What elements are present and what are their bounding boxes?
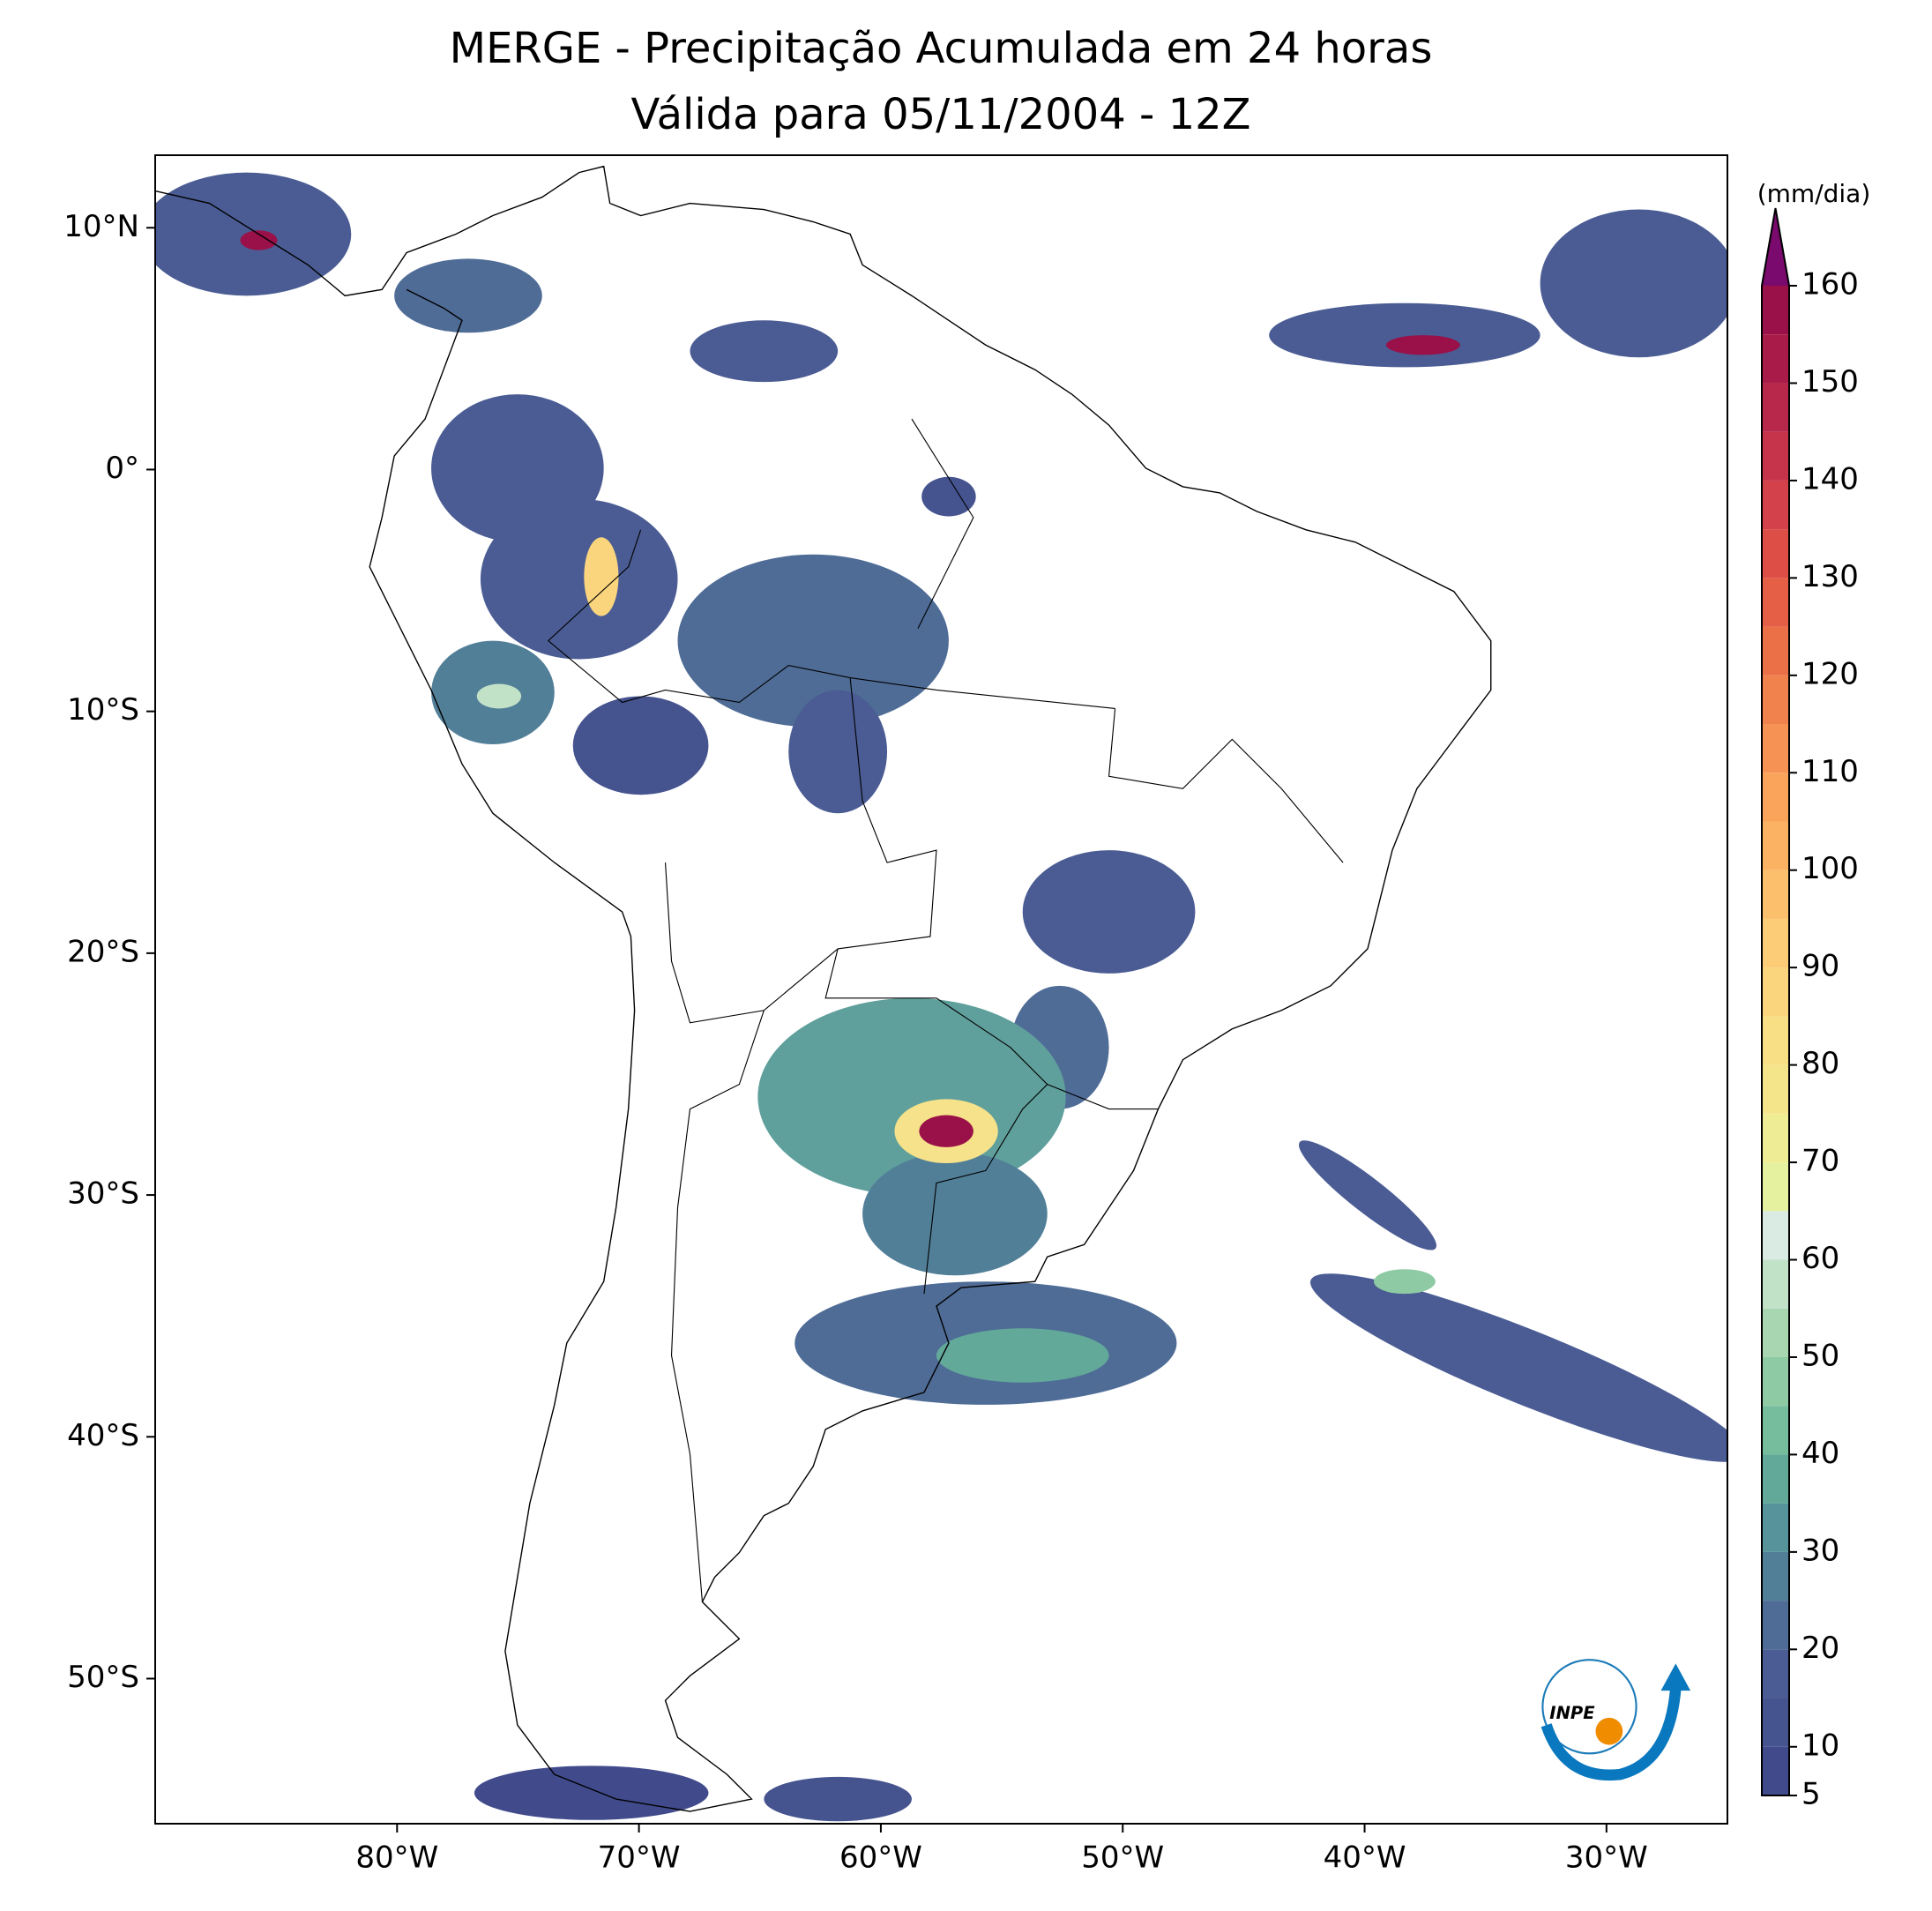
- colorbar-segment: [1762, 675, 1789, 725]
- colorbar-segment: [1762, 480, 1789, 530]
- rain-area: [1540, 209, 1728, 358]
- colorbar-segment: [1762, 1601, 1789, 1650]
- colorbar-segment: [1762, 1211, 1789, 1260]
- y-tick-label: 30°S: [67, 1176, 139, 1212]
- x-tick-label: 80°W: [355, 1840, 438, 1876]
- colorbar-tick-label: 90: [1801, 949, 1839, 984]
- map-layer: INPE: [154, 165, 1728, 1822]
- rain-area: [1022, 850, 1196, 974]
- logo-text: INPE: [1549, 1703, 1595, 1723]
- colorbar-outline: [1761, 207, 1790, 1796]
- colorbar-tick-label: 10: [1801, 1728, 1839, 1763]
- colorbar-segment: [1762, 383, 1789, 432]
- colorbar-segment: [1762, 967, 1789, 1017]
- x-tick-label: 50°W: [1081, 1840, 1164, 1876]
- rain-core: [584, 537, 619, 616]
- colorbar-segment: [1762, 821, 1789, 870]
- rain-area: [480, 498, 678, 660]
- y-tick-label: 10°N: [63, 209, 139, 244]
- colorbar-segment: [1762, 1259, 1789, 1309]
- colorbar-tick-label: 120: [1801, 656, 1859, 691]
- rain-area: [677, 554, 949, 728]
- colorbar-segment: [1762, 1649, 1789, 1698]
- colorbar-segment: [1762, 578, 1789, 627]
- rain-area: [862, 1152, 1048, 1276]
- y-tick-label: 40°S: [67, 1418, 139, 1453]
- colorbar-tick-label: 50: [1801, 1338, 1839, 1373]
- title-line: Válida para 05/11/2004 - 12Z: [630, 90, 1250, 139]
- colorbar-extend: [1762, 208, 1789, 286]
- colorbar-tick-label: 60: [1801, 1241, 1839, 1276]
- rain-area: [921, 476, 976, 517]
- colorbar-segment: [1762, 1746, 1789, 1795]
- rain-core: [1373, 1269, 1436, 1295]
- colorbar-segment: [1762, 870, 1789, 919]
- colorbar-tick-label: 30: [1801, 1533, 1839, 1568]
- colorbar-tick-label: 130: [1801, 559, 1859, 594]
- colorbar-segment: [1762, 1064, 1789, 1114]
- rain-area: [394, 258, 542, 333]
- colorbar-tick-label: 5: [1801, 1777, 1821, 1812]
- colorbar-segment: [1762, 1016, 1789, 1065]
- rain-area: [764, 1776, 913, 1822]
- rain-area: [1298, 1140, 1437, 1250]
- colorbar-tick-label: 20: [1801, 1631, 1839, 1666]
- colorbar-segment: [1762, 1698, 1789, 1747]
- coastline: [154, 165, 1492, 1812]
- rain-core: [240, 230, 278, 250]
- y-tick-label: 10°S: [67, 692, 139, 728]
- colorbar-segment: [1762, 1454, 1789, 1504]
- colorbar-segment: [1762, 286, 1789, 335]
- colorbar-tick-label: 140: [1801, 461, 1859, 496]
- x-tick-label: 70°W: [598, 1840, 681, 1876]
- inpe-logo: INPE: [1540, 1659, 1691, 1781]
- colorbar-label: (mm/dia): [1757, 179, 1871, 208]
- colorbar-segment: [1762, 529, 1789, 579]
- colorbar-tick-label: 40: [1801, 1436, 1839, 1471]
- x-tick-label: 40°W: [1324, 1840, 1406, 1876]
- colorbar-segment: [1762, 334, 1789, 384]
- colorbar-segment: [1762, 431, 1789, 481]
- title-line: MERGE - Precipitação Acumulada em 24 hor…: [450, 24, 1433, 73]
- colorbar-segment: [1762, 1356, 1789, 1407]
- y-tick-label: 50°S: [67, 1660, 139, 1695]
- rain-core: [1385, 335, 1460, 355]
- colorbar-segment: [1762, 1551, 1789, 1601]
- colorbar-tick-label: 110: [1801, 754, 1859, 789]
- rain-area: [1309, 1273, 1728, 1462]
- rain-area: [474, 1765, 709, 1820]
- precipitation: [155, 172, 1728, 1822]
- rain-area: [788, 690, 888, 814]
- borders: [547, 418, 1344, 1602]
- colorbar-segment: [1762, 626, 1789, 676]
- rain-core: [919, 1115, 973, 1147]
- colorbar-tick-label: 100: [1801, 851, 1859, 886]
- x-tick-label: 60°W: [839, 1840, 922, 1876]
- rain-area: [572, 696, 709, 795]
- colorbar-segment: [1762, 1308, 1789, 1357]
- colorbar-segment: [1762, 1162, 1789, 1212]
- colorbar-segment: [1762, 1113, 1789, 1163]
- y-tick-label: 0°: [105, 451, 139, 486]
- colorbar-segment: [1762, 773, 1789, 822]
- y-tick-label: 20°S: [67, 934, 139, 969]
- colorbar-tick-label: 150: [1801, 364, 1859, 399]
- colorbar-tick-label: 70: [1801, 1144, 1839, 1179]
- rain-core: [936, 1328, 1109, 1383]
- colorbar-tick-label: 80: [1801, 1046, 1839, 1081]
- rain-area: [1269, 302, 1540, 368]
- plot-frame: [154, 154, 1728, 1825]
- colorbar-segment: [1762, 1406, 1789, 1455]
- colorbar-segment: [1762, 1503, 1789, 1552]
- colorbar-segment: [1762, 724, 1789, 773]
- colorbar-tick-label: 160: [1801, 267, 1859, 302]
- colorbar-segment: [1762, 918, 1789, 968]
- rain-area: [690, 320, 839, 383]
- rain-core: [476, 683, 522, 709]
- x-tick-label: 30°W: [1565, 1840, 1648, 1876]
